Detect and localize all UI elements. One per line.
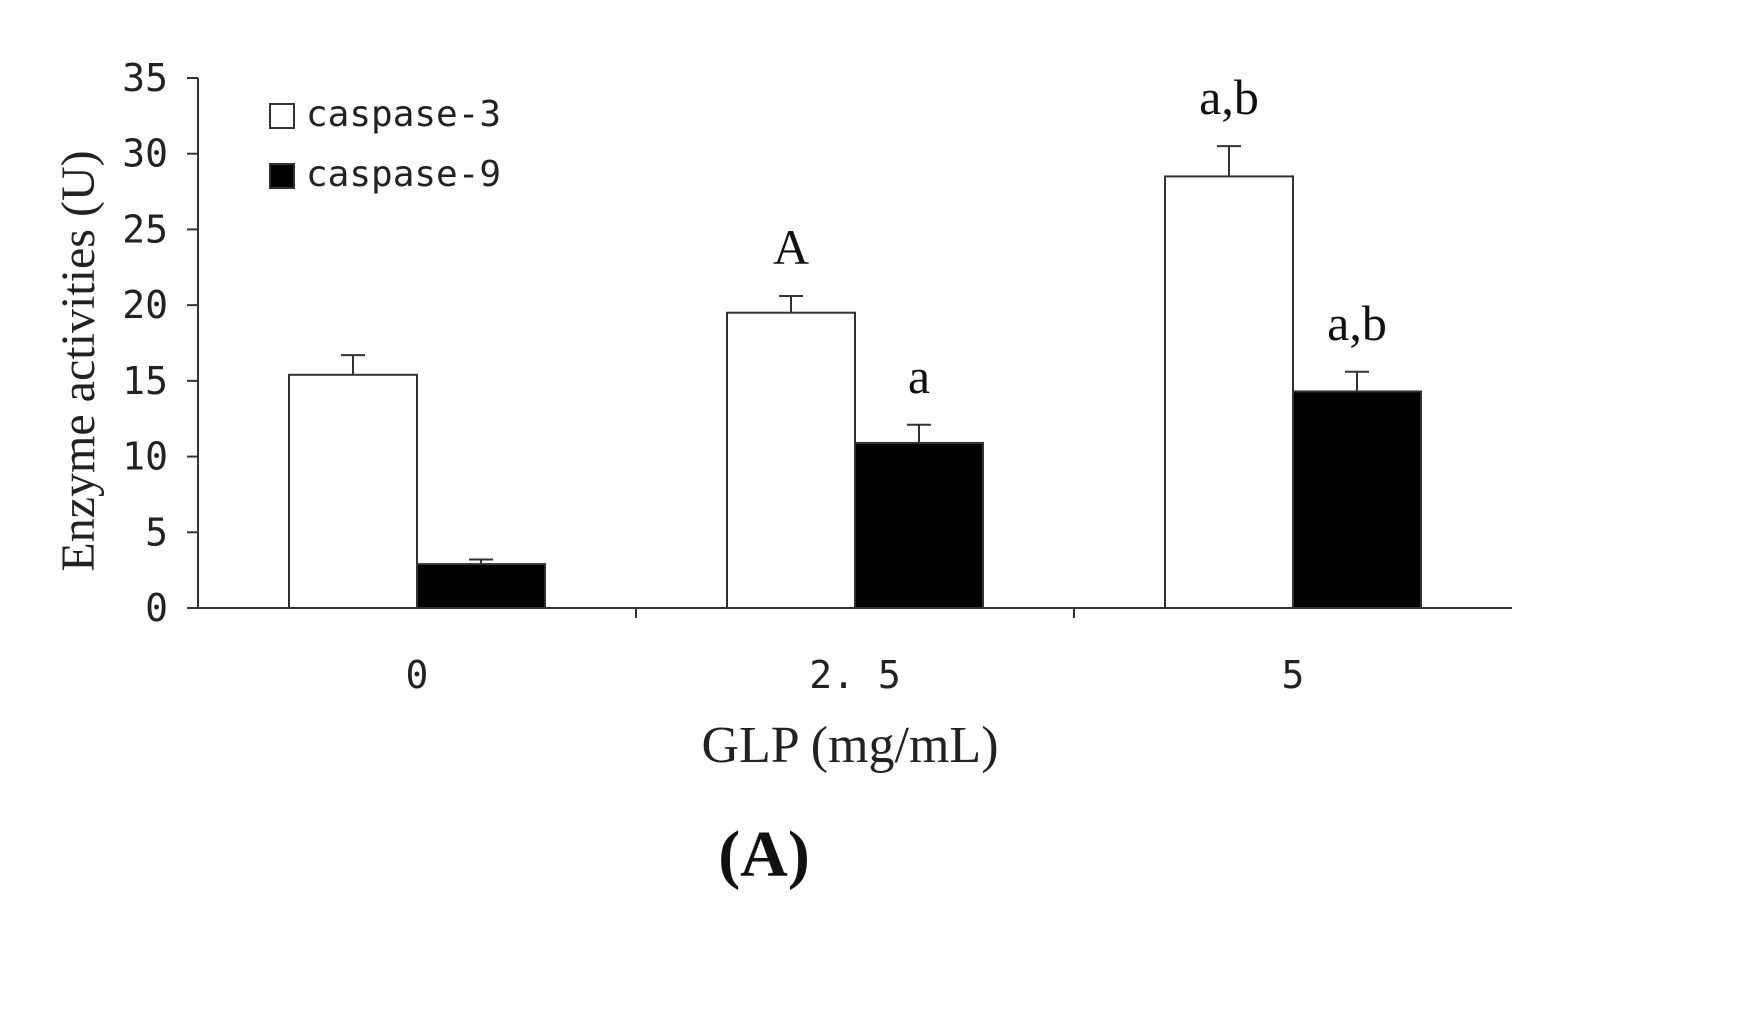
y-tick-label: 5 — [145, 510, 168, 554]
legend-label-caspase-9: caspase-9 — [306, 154, 501, 195]
x-axis-title: GLP (mg/mL) — [701, 717, 998, 774]
significance-label: a,b — [1327, 295, 1387, 351]
bar-caspase-3 — [1164, 175, 1294, 610]
bar-caspase-9 — [1292, 390, 1422, 610]
legend-swatch-caspase-3 — [269, 103, 295, 129]
bar-caspase-9 — [854, 441, 984, 610]
legend: caspase-3 caspase-9 — [269, 94, 501, 195]
legend-label-caspase-3: caspase-3 — [306, 94, 501, 135]
x-tick-label: 5 — [1282, 653, 1305, 697]
bars — [288, 145, 1422, 610]
y-tick-label: 20 — [122, 283, 168, 327]
y-tick-label: 10 — [122, 435, 168, 479]
labels: Aa,b a a,b Enzyme activities (U) GLP (mg/mL)… — [52, 69, 1387, 891]
y-tick-label: 15 — [122, 359, 168, 403]
y-axis-title: Enzyme activities (U) — [52, 150, 105, 571]
bar-caspase-3 — [726, 311, 856, 609]
x-tick-label: 2. 5 — [809, 653, 901, 697]
axes: 0 5 10 15 20 25 30 35 0 2. 5 5 — [122, 56, 1512, 697]
bar-caspase-9 — [416, 563, 546, 609]
legend-swatch-caspase-9 — [269, 163, 295, 189]
y-tick-label: 25 — [122, 207, 168, 251]
y-tick-label: 30 — [122, 132, 168, 176]
panel-label: (A) — [718, 818, 810, 891]
y-tick-label: 35 — [122, 56, 168, 100]
significance-label: a — [908, 348, 930, 404]
x-tick-label: 0 — [406, 653, 429, 697]
y-tick-label: 0 — [145, 586, 168, 630]
significance-label: A — [773, 219, 809, 275]
significance-label: a,b — [1199, 69, 1259, 125]
bar-caspase-3 — [288, 373, 418, 609]
